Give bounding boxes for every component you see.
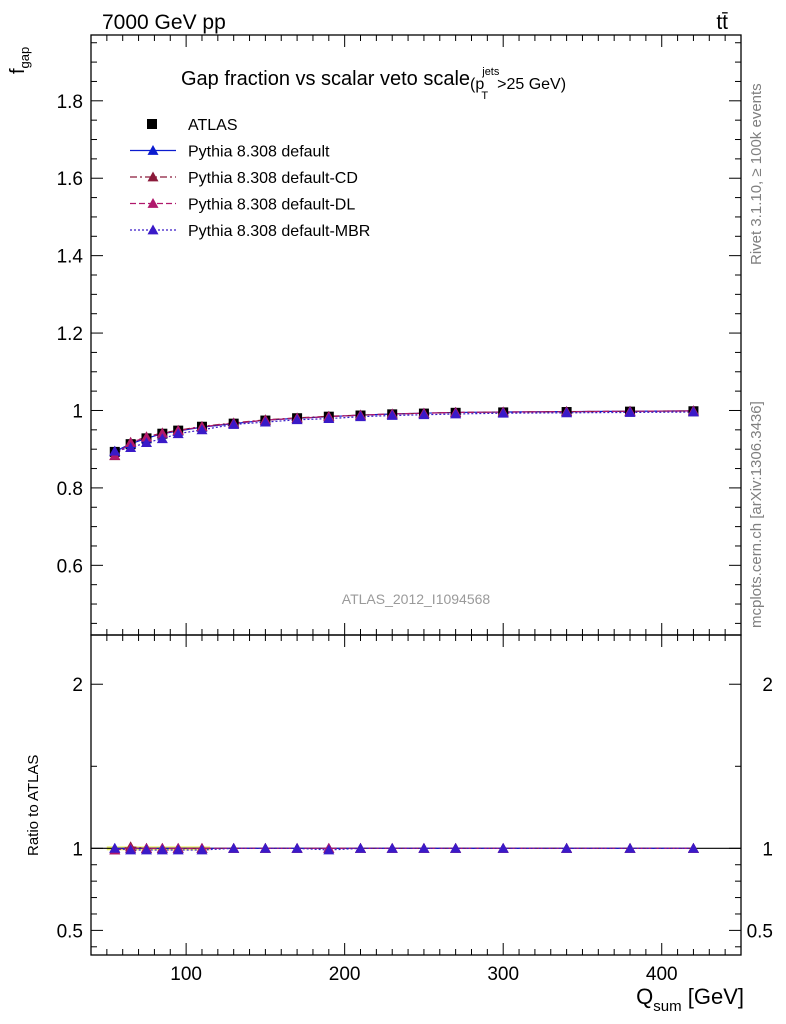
legend-label-4: Pythia 8.308 default-MBR	[188, 223, 370, 240]
series-point-4	[450, 408, 462, 419]
series-point-4	[196, 424, 208, 435]
y-tick-label: 1	[72, 401, 83, 422]
series-ratio-point-4	[259, 842, 271, 853]
y-tick-label: 0.6	[57, 556, 83, 577]
process-label: tt̄	[716, 11, 728, 34]
chart-title-subscript: T	[481, 90, 488, 102]
series-ratio-point-4	[228, 842, 240, 853]
series-point-4	[172, 428, 184, 439]
series-ratio-point-4	[323, 844, 335, 855]
y-tick-label: 1.2	[57, 324, 83, 345]
chart-title-sub: (p	[470, 76, 484, 93]
x-tick-label: 200	[329, 964, 361, 985]
y-axis-label-main: f	[7, 68, 29, 74]
series-point-4	[156, 433, 168, 444]
series-point-4	[497, 407, 509, 418]
series-ratio-point-4	[140, 844, 152, 855]
y-tick-label: 0.8	[57, 479, 83, 500]
legend-label-2: Pythia 8.308 default-CD	[188, 170, 358, 187]
series-ratio-point-4	[355, 842, 367, 853]
series-ratio-point-4	[196, 844, 208, 855]
legend-label-1: Pythia 8.308 default	[188, 144, 330, 161]
legend-label-3: Pythia 8.308 default-DL	[188, 197, 355, 214]
series-ratio-point-4	[172, 844, 184, 855]
ratio-tick-label-right: 2	[762, 675, 773, 696]
series-point-3	[156, 427, 168, 438]
chart-title-tail: >25 GeV)	[497, 76, 566, 93]
series-point-4	[125, 442, 137, 453]
ratio-tick-label-right: 0.5	[747, 921, 773, 942]
chart-title-main: Gap fraction vs scalar veto scale	[181, 68, 470, 90]
series-point-4	[323, 413, 335, 424]
series-line-4	[114, 411, 694, 452]
y-axis-label-sub: gap	[17, 47, 32, 69]
legend-marker-atlas	[147, 119, 157, 129]
series-ratio-point-4	[561, 842, 573, 853]
series-point-4	[624, 406, 636, 417]
axis-tick-labels: 100 200 300 400 0.6 0.8 1 1.2 1.4 1.6 1.8 0.5 0.5 1 1 2…	[57, 92, 773, 985]
x-axis-label-main: Q	[636, 984, 653, 1009]
y-tick-label: 1.6	[57, 169, 83, 190]
ratio-panel-frame	[90, 634, 742, 956]
series-ratio-point-4	[156, 844, 168, 855]
ratio-tick-label-right: 1	[762, 839, 773, 860]
energy-label: 7000 GeV pp	[102, 11, 226, 34]
legend-marker-2	[147, 171, 159, 182]
y-axis-label: fgap	[7, 47, 32, 74]
legend-marker-3	[147, 198, 159, 208]
legend-label-atlas: ATLAS	[188, 117, 238, 134]
x-tick-label: 300	[487, 964, 519, 985]
y-tick-label: 1.4	[57, 247, 84, 268]
series-ratio-point-4	[109, 842, 121, 853]
series-point-4	[355, 411, 367, 422]
series-ratio-point-4	[624, 842, 636, 853]
series-point-4	[687, 406, 699, 417]
legend-marker-1	[147, 145, 159, 155]
rivet-label: Rivet 3.1.10, ≥ 100k events	[748, 83, 765, 265]
series-point-4	[109, 445, 121, 456]
chart-title-sup: jets	[481, 66, 500, 78]
series-point-4	[140, 437, 152, 448]
series-point-4	[291, 414, 303, 425]
series-ratio-point-4	[450, 842, 462, 853]
series-point-3	[125, 437, 137, 448]
x-tick-label: 100	[170, 964, 202, 985]
legend: ATLAS Pythia 8.308 default Pythia 8.308 de…	[130, 117, 370, 240]
series-point-4	[418, 409, 430, 420]
y-tick-label: 1.8	[57, 92, 83, 113]
x-axis-label: Qsum [GeV]	[636, 984, 744, 1015]
ratio-tick-label-left: 1	[72, 839, 83, 860]
x-axis-label-sub: sum	[653, 998, 681, 1015]
series-ratio-point-4	[291, 842, 303, 853]
x-axis-label-unit: [GeV]	[682, 984, 744, 1009]
analysis-watermark: ATLAS_2012_I1094568	[342, 591, 491, 607]
legend-marker-4	[147, 224, 159, 235]
series-point-4	[561, 407, 573, 418]
series-point-3	[140, 431, 152, 442]
series-markers	[109, 405, 699, 855]
series-ratio-point-4	[687, 842, 699, 853]
series-point-4	[228, 418, 240, 429]
ratio-tick-label-left: 0.5	[57, 921, 83, 942]
axis-ticks	[91, 35, 741, 955]
series-ratio-point-4	[386, 842, 398, 853]
series-ratio-point-4	[418, 842, 430, 853]
x-tick-label: 400	[646, 964, 678, 985]
series-ratio-point-4	[125, 844, 137, 855]
ratio-y-axis-label: Ratio to ATLAS	[25, 755, 42, 856]
ratio-tick-label-left: 2	[72, 675, 83, 696]
series-point-4	[386, 410, 398, 420]
series-point-4	[259, 416, 271, 427]
mcplots-label: mcplots.cern.ch [arXiv:1306.3436]	[748, 401, 765, 628]
series-ratio-point-4	[497, 842, 509, 853]
chart-title: Gap fraction vs scalar veto scale(pjets T…	[181, 66, 566, 102]
